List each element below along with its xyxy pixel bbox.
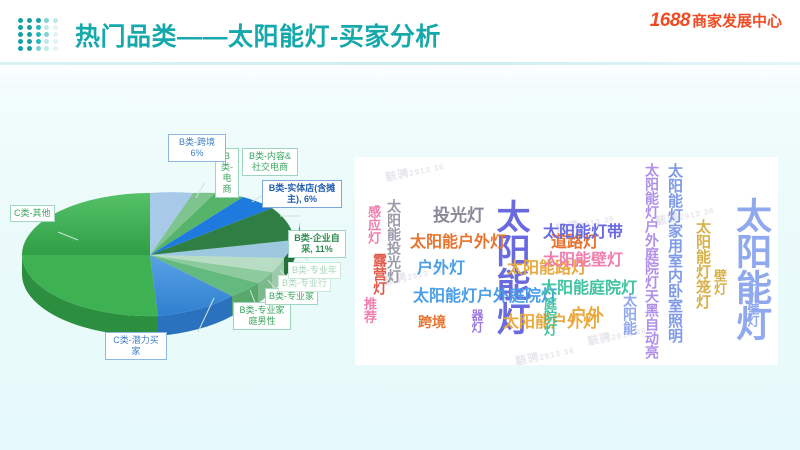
word-cloud-term[interactable]: 太阳能户外灯 — [410, 234, 507, 251]
page-header: 热门品类——太阳能灯-买家分析 1688 商家发展中心 — [0, 0, 800, 62]
pie-chart-svg — [22, 181, 309, 337]
pie-chart: C类-其他 C类-潜力买家 B类-专业家庭男性 B类-专业家 B类-专业行 B类… — [0, 120, 350, 400]
watermark-1: 駭骋2913 36 — [384, 161, 446, 185]
brand-label: 商家发展中心 — [691, 13, 782, 30]
watermark-3: 駭骋2913 36 — [514, 345, 576, 365]
word-cloud-term[interactable]: 太阳能壁灯 — [543, 252, 624, 269]
word-cloud-term[interactable]: 户外 — [570, 306, 604, 325]
word-cloud-term[interactable]: 太阳能灯家用室内卧室照明 — [666, 163, 683, 343]
word-cloud-term[interactable]: 壁灯 — [712, 269, 727, 295]
page-title: 热门品类——太阳能灯-买家分析 — [75, 23, 441, 51]
word-cloud-term[interactable]: 太阳能庭院灯 — [541, 280, 638, 297]
word-cloud-term[interactable]: 太阳能灯户外庭院灯 — [413, 288, 558, 305]
brand-mark: 1688 商家发展中心 — [650, 10, 782, 32]
pie-label-b-crossborder: B类-跨境 6% — [168, 134, 226, 162]
word-cloud-term[interactable]: 户外壁灯 — [746, 279, 760, 327]
word-cloud-term[interactable]: 感应灯 — [366, 205, 381, 244]
word-cloud-term[interactable]: 太阳能灯户外庭院灯天黑自动亮 — [644, 163, 660, 359]
word-cloud-term[interactable]: 太阳能户外灯 — [503, 314, 600, 331]
word-cloud-term[interactable]: 太阳能灯 — [491, 199, 529, 335]
word-cloud-term[interactable]: 太阳能灯笼灯 — [694, 219, 711, 309]
word-cloud-term[interactable]: 跨境 — [418, 314, 446, 330]
brand-number: 1688 — [649, 10, 691, 31]
header-divider — [0, 62, 800, 65]
pie-label-b-content-social: B类-内容&社交电商 — [242, 148, 298, 176]
word-cloud-term[interactable]: 投光灯 — [433, 206, 484, 225]
word-cloud-term[interactable]: 露营灯 — [372, 253, 388, 295]
word-cloud-term[interactable]: 太阳能灯 — [731, 197, 772, 341]
word-cloud-term[interactable]: 器灯 — [470, 309, 484, 333]
word-cloud-term[interactable]: 太阳能 — [622, 293, 638, 335]
word-cloud-panel: 駭骋2913 36 駭骋2913 36 駭骋2913 36 駭骋2913 36 … — [355, 157, 778, 365]
word-cloud-term[interactable]: 庭院灯 — [542, 297, 557, 336]
word-cloud-term[interactable]: 道路灯 — [551, 234, 600, 251]
dot-grid-logo-icon — [18, 18, 60, 51]
word-cloud-term[interactable]: 太阳能灯带 — [543, 224, 624, 241]
pie-label-b-pro-family-male: B类-专业家庭男性 — [233, 302, 291, 330]
word-cloud-term[interactable]: 太阳能路灯 — [507, 260, 588, 277]
pie-label-c-other: C类-其他 — [10, 205, 55, 222]
pie-label-b-pro-year: B类-专业年 — [288, 262, 342, 279]
word-cloud-term[interactable]: 户外灯 — [417, 260, 466, 277]
pie-label-b-enterprise: B类-企业自采, 11% — [288, 230, 346, 258]
word-cloud-term[interactable]: 太阳能投光灯 — [386, 199, 402, 283]
word-cloud-term[interactable]: 推荐 — [362, 297, 377, 323]
pie-label-b-physical-store: B类-实体店(含摊主), 6% — [262, 180, 342, 208]
pie-label-c-potential: C类-潜力买家 — [105, 332, 167, 360]
